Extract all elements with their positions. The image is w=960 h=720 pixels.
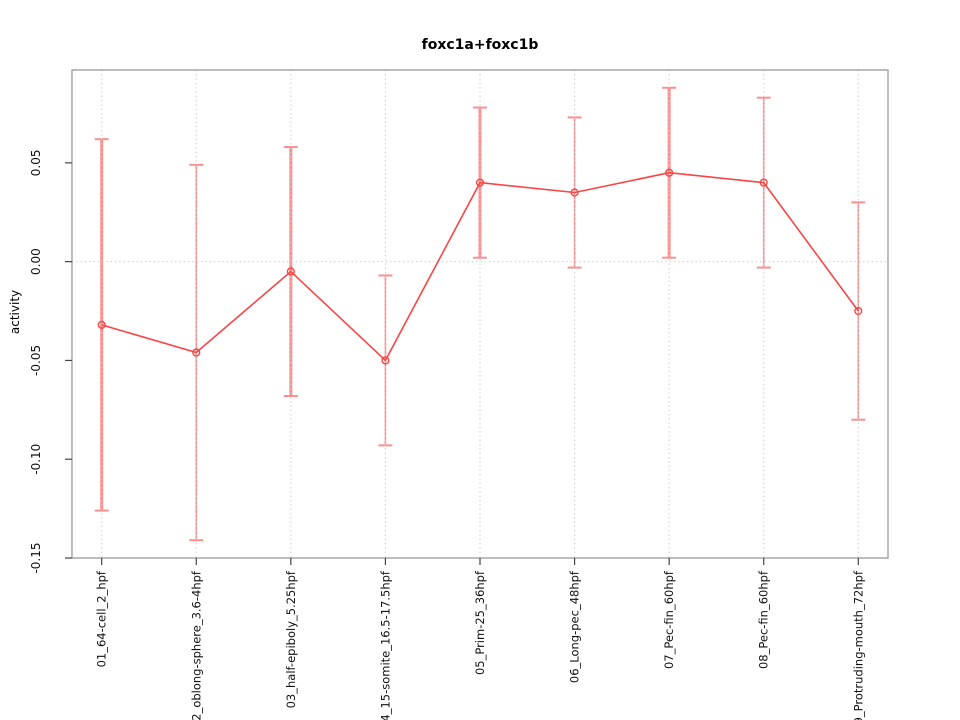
- data-point: [192, 348, 201, 357]
- data-point: [381, 356, 390, 365]
- data-point: [286, 267, 295, 276]
- x-category-label: 05_Prim-25_36hpf: [473, 570, 487, 675]
- chart-title: foxc1a+foxc1b: [422, 37, 539, 53]
- y-tick-label: -0.05: [29, 345, 43, 376]
- x-category-label: 09_Protruding-mouth_72hpf: [851, 570, 865, 720]
- x-category-label: 08_Pec-fin_60hpf: [757, 570, 771, 669]
- y-tick-label: -0.10: [29, 444, 43, 475]
- data-point: [854, 306, 863, 316]
- x-category-label: 07_Pec-fin_60hpf: [662, 570, 676, 669]
- y-tick-label: 0.05: [29, 149, 43, 176]
- y-tick-label: 0.00: [29, 248, 43, 275]
- data-point: [759, 178, 768, 187]
- data-point: [665, 168, 674, 177]
- data-point: [475, 178, 485, 187]
- x-category-label: 03_half-epiboly_5.25hpf: [284, 570, 298, 708]
- data-line: [101, 171, 859, 362]
- y-axis-label: activity: [8, 290, 22, 334]
- plot-area: -0.15 -0.10 -0.05 0.00 0.05 01_64-cell_2_hpf 0…: [29, 69, 889, 720]
- y-tick-label: -0.15: [29, 542, 43, 573]
- x-category-label: 01_64-cell_2_hpf: [95, 570, 109, 667]
- x-category-label: 02_oblong-sphere_3.6-4hpf: [189, 570, 203, 720]
- data-point: [570, 188, 579, 197]
- data-point: [97, 320, 106, 329]
- x-category-label: 04_15-somite_16.5-17.5hpf: [378, 570, 392, 720]
- x-category-label: 06_Long-pec_48hpf: [568, 570, 582, 683]
